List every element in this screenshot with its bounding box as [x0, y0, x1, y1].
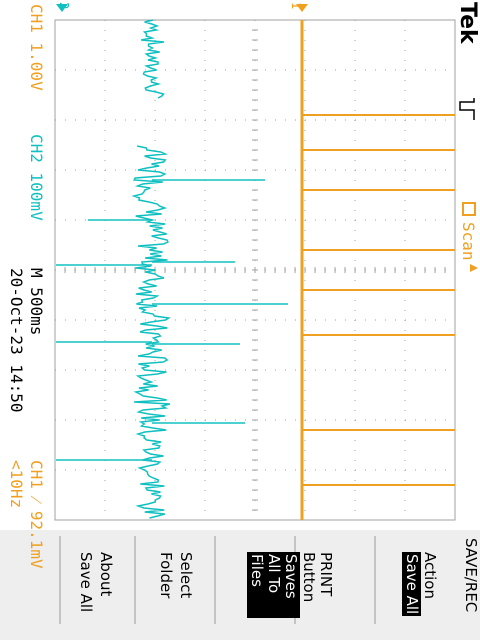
scan-checkbox[interactable]	[462, 202, 476, 216]
ch1-scale-readout: CH1 1.00V	[27, 4, 46, 91]
ch2-scale-readout: CH2 100mV	[27, 134, 46, 221]
action-label: Action	[421, 552, 439, 599]
print-button-value: Saves All To Files	[247, 552, 300, 618]
brand-logo: Tek	[455, 2, 480, 44]
print-button-menu-button[interactable]: PRINT Button Saves All To Files	[247, 552, 335, 622]
action-value: Save All	[402, 552, 421, 617]
scan-label: Scan	[459, 222, 478, 261]
date-time-readout: 20-Oct-23 14:50	[7, 268, 26, 413]
ch2-noise	[131, 19, 171, 519]
frequency-readout: <10Hz	[7, 460, 26, 509]
menu-title: SAVE/REC	[462, 538, 480, 613]
menu-panel	[0, 530, 480, 640]
select-folder-button[interactable]: Select Folder	[157, 552, 195, 599]
pulse-trigger-icon	[456, 96, 476, 122]
timebase-readout: M 500ms	[27, 268, 46, 336]
ch1-ground-marker	[296, 4, 308, 12]
action-menu-button[interactable]: Action Save All	[402, 552, 439, 622]
trigger-readout: CH1 ⁄ 92.1mV	[27, 460, 46, 569]
trigger-position-marker	[470, 264, 478, 272]
ch1-waveform	[300, 20, 455, 520]
graticule	[54, 19, 456, 521]
ch2-ground-marker	[56, 4, 68, 12]
about-save-all-button[interactable]: About Save All	[77, 552, 115, 613]
print-button-label: PRINT Button	[300, 552, 335, 603]
ch1-marker-label: 1	[289, 2, 303, 10]
ch2-waveform	[56, 19, 288, 519]
ch2-marker-label: 2	[57, 2, 71, 10]
